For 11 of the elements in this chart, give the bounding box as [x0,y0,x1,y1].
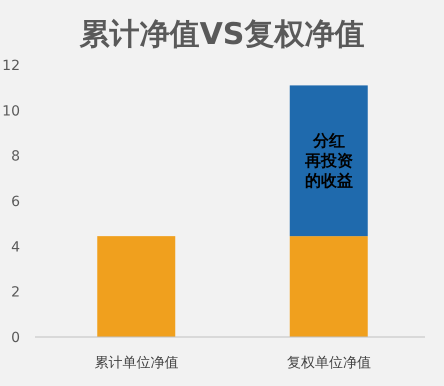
y-tick-label: 4 [11,239,20,256]
x-tick-label: 累计单位净值 [94,355,178,371]
y-tick-label: 6 [11,194,20,210]
chart-title: 累计净值VS复权净值 [78,17,364,52]
y-tick-label: 12 [2,58,20,74]
annotation: 分红再投资的收益 [304,130,353,190]
x-tick-label: 复权单位净值 [286,355,371,371]
y-tick-label: 2 [11,284,20,301]
y-tick-label: 10 [2,103,20,120]
y-tick-label: 8 [11,148,20,165]
y-tick-label: 0 [11,330,20,346]
